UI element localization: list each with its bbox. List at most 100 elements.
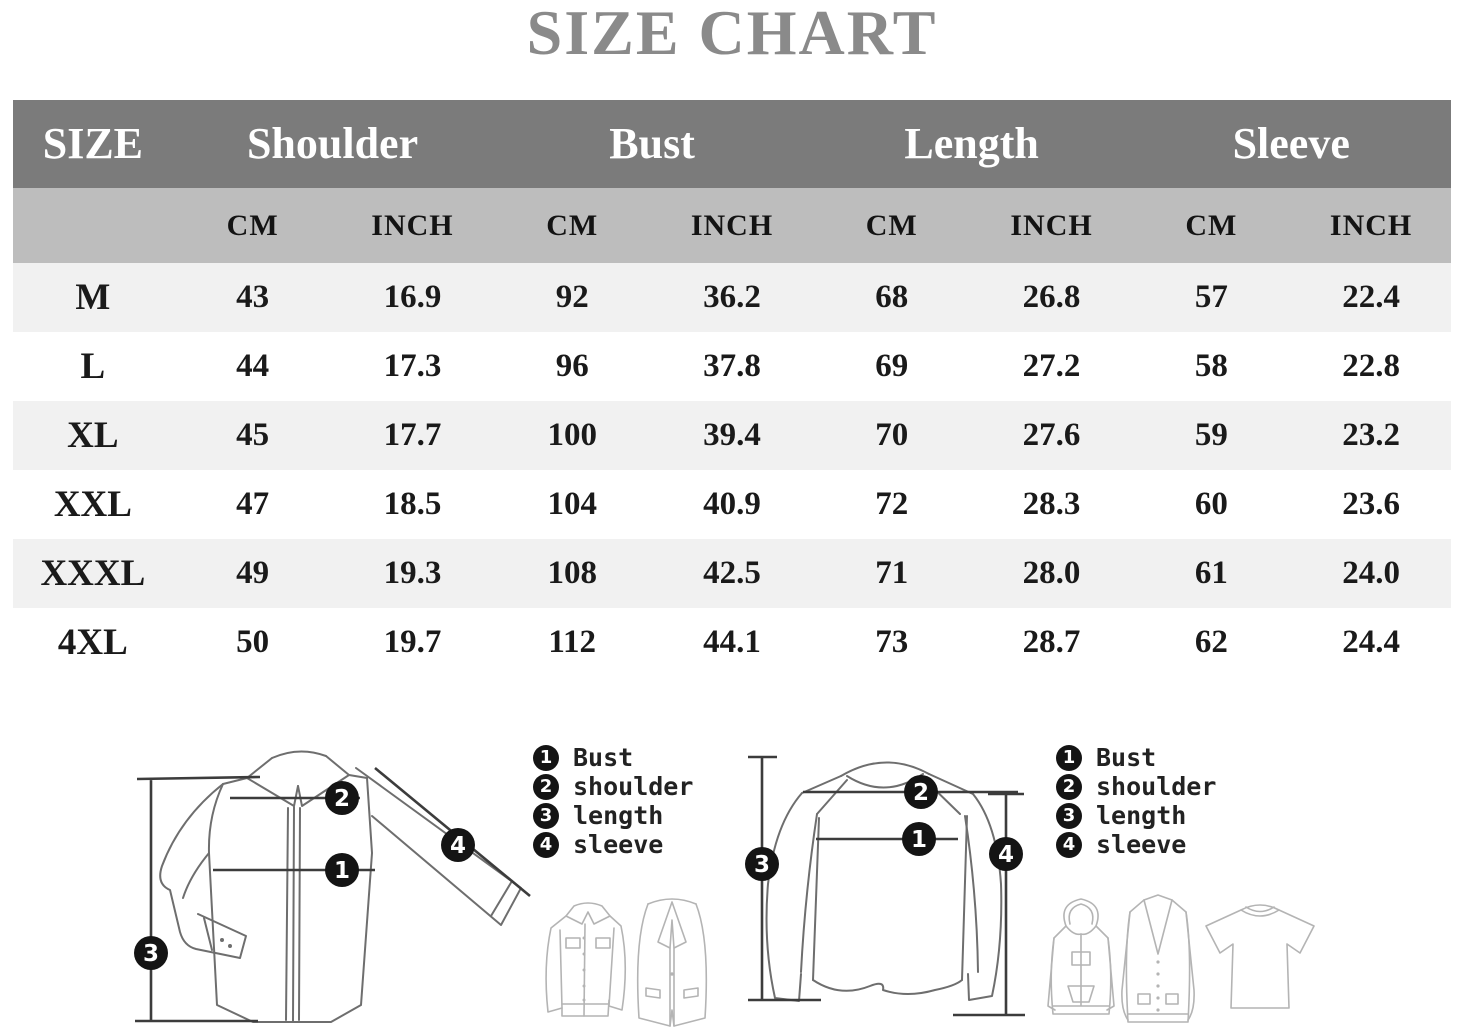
marker-2-icon: 2	[904, 775, 938, 809]
marker-1-icon: 1	[902, 822, 936, 856]
table-cell: 17.3	[383, 348, 442, 384]
table-cell: 27.2	[1022, 348, 1081, 384]
units-cell-shoulder-inch: INCH	[371, 208, 454, 242]
legend-item-length: 3 length	[533, 801, 693, 830]
table-cell: 28.7	[1022, 624, 1081, 660]
size-label: XL	[67, 415, 119, 456]
table-cell: 68	[875, 279, 909, 315]
table-cell: 108	[547, 555, 597, 591]
column-header-bust: Bust	[609, 119, 695, 168]
table-cell: 19.3	[383, 555, 442, 591]
hoodie-sketch	[1047, 898, 1115, 1015]
shirt-measure-diagram: 2 1 3 4	[134, 750, 531, 1023]
legend-label: Bust	[573, 743, 634, 772]
table-cell: 18.5	[383, 486, 442, 522]
units-cell-bust-cm: CM	[546, 208, 599, 242]
denim-jacket-sketch	[545, 902, 627, 1017]
table-cell: 49	[236, 555, 270, 591]
table-cell: 39.4	[703, 417, 761, 453]
marker-3-icon: 3	[533, 802, 559, 829]
legend-label: sleeve	[573, 830, 664, 859]
svg-text:4: 4	[998, 842, 1014, 868]
svg-text:3: 3	[143, 941, 159, 967]
legend-item-bust: 1 Bust	[1056, 743, 1216, 772]
marker-3-icon: 3	[134, 936, 168, 970]
marker-4-icon: 4	[533, 831, 559, 858]
units-cell-bust-inch: INCH	[690, 208, 774, 242]
table-cell: 61	[1194, 555, 1228, 591]
legend-item-sleeve: 4 sleeve	[533, 830, 693, 859]
marker-4-icon: 4	[989, 837, 1023, 871]
table-row-xxl: XXL 47 18.5 104 40.9 72 28.3 60 23.6	[13, 470, 1451, 539]
marker-2-icon: 2	[325, 781, 359, 815]
table-cell: 62	[1194, 624, 1228, 660]
marker-1-icon: 1	[1056, 744, 1082, 771]
table-cell: 60	[1194, 486, 1228, 522]
legend-item-shoulder: 2 shoulder	[1056, 772, 1217, 801]
table-cell: 26.8	[1022, 279, 1081, 315]
table-cell: 71	[875, 555, 909, 591]
table-cell: 42.5	[703, 555, 761, 591]
table-cell: 27.6	[1022, 417, 1081, 453]
svg-text:1: 1	[911, 827, 927, 853]
units-cell-length-inch: INCH	[1010, 208, 1093, 242]
table-row-xxxl: XXXL 49 19.3 108 42.5 71 28.0 61 24.0	[13, 539, 1451, 608]
legend-item-length: 3 length	[1056, 801, 1216, 830]
legend-label: shoulder	[1096, 772, 1217, 801]
legend-label: sleeve	[1096, 830, 1187, 859]
table-row-xl: XL 45 17.7 100 39.4 70 27.6 59 23.2	[13, 401, 1451, 470]
legend-label: length	[573, 801, 664, 830]
table-row-4xl: 4XL 50 19.7 112 44.1 73 28.7 62 24.4	[13, 608, 1451, 677]
column-header-length: Length	[904, 119, 1039, 168]
sweater-measure-lines: 2 1 3 4	[745, 755, 1025, 1017]
table-cell: 43	[236, 279, 270, 315]
table-cell: 19.7	[383, 624, 442, 660]
svg-text:2: 2	[913, 780, 929, 806]
table-cell: 112	[548, 624, 597, 660]
table-cell: 104	[547, 486, 597, 522]
marker-4-icon: 4	[441, 828, 475, 862]
table-row-l: L 44 17.3 96 37.8 69 27.2 58 22.8	[13, 332, 1451, 401]
table-cell: 92	[555, 279, 589, 315]
size-label: XXL	[53, 484, 132, 525]
table-row-m: M 43 16.9 92 36.2 68 26.8 57 22.4	[13, 263, 1451, 332]
legend-label: shoulder	[573, 772, 694, 801]
size-label: 4XL	[57, 622, 128, 663]
units-cell-sleeve-cm: CM	[1185, 208, 1238, 242]
svg-text:2: 2	[334, 786, 350, 812]
legend-item-sleeve: 4 sleeve	[1056, 830, 1216, 859]
size-label: M	[75, 277, 111, 318]
table-cell: 58	[1194, 348, 1228, 384]
sweater-sketch	[765, 761, 1003, 1002]
table-cell: 24.0	[1342, 555, 1400, 591]
table-cell: 47	[236, 486, 270, 522]
table-cell: 40.9	[703, 486, 761, 522]
legend-label: Bust	[1096, 743, 1157, 772]
legend-item-shoulder: 2 shoulder	[533, 772, 694, 801]
svg-text:4: 4	[450, 833, 466, 859]
shirt-measure-lines: 2 1 3 4	[134, 766, 531, 1023]
size-label: XXXL	[40, 553, 146, 594]
table-cell: 70	[875, 417, 909, 453]
marker-2-icon: 2	[533, 773, 559, 800]
table-cell: 44	[236, 348, 270, 384]
units-cell-length-cm: CM	[865, 208, 918, 242]
blazer-sketch	[636, 898, 708, 1027]
table-cell: 22.8	[1342, 348, 1400, 384]
units-cell-shoulder-cm: CM	[226, 208, 279, 242]
svg-text:3: 3	[754, 852, 770, 878]
marker-2-icon: 2	[1056, 773, 1082, 800]
table-cell: 50	[236, 624, 270, 660]
table-cell: 24.4	[1342, 624, 1400, 660]
table-cell: 45	[236, 417, 270, 453]
table-cell: 23.6	[1342, 486, 1400, 522]
column-header-size: SIZE	[42, 119, 144, 168]
size-chart-table: SIZE Shoulder Bust Length Sleeve CM INCH…	[13, 100, 1451, 677]
marker-4-icon: 4	[1056, 831, 1082, 858]
cardigan-sketch	[1121, 894, 1195, 1023]
table-cell: 37.8	[703, 348, 761, 384]
measure-legend: 1 Bust 2 shoulder 3 length 4 sleeve	[1056, 743, 1217, 859]
table-cell: 16.9	[383, 279, 442, 315]
table-header-row: SIZE Shoulder Bust Length Sleeve	[13, 100, 1451, 188]
table-cell: 96	[555, 348, 589, 384]
